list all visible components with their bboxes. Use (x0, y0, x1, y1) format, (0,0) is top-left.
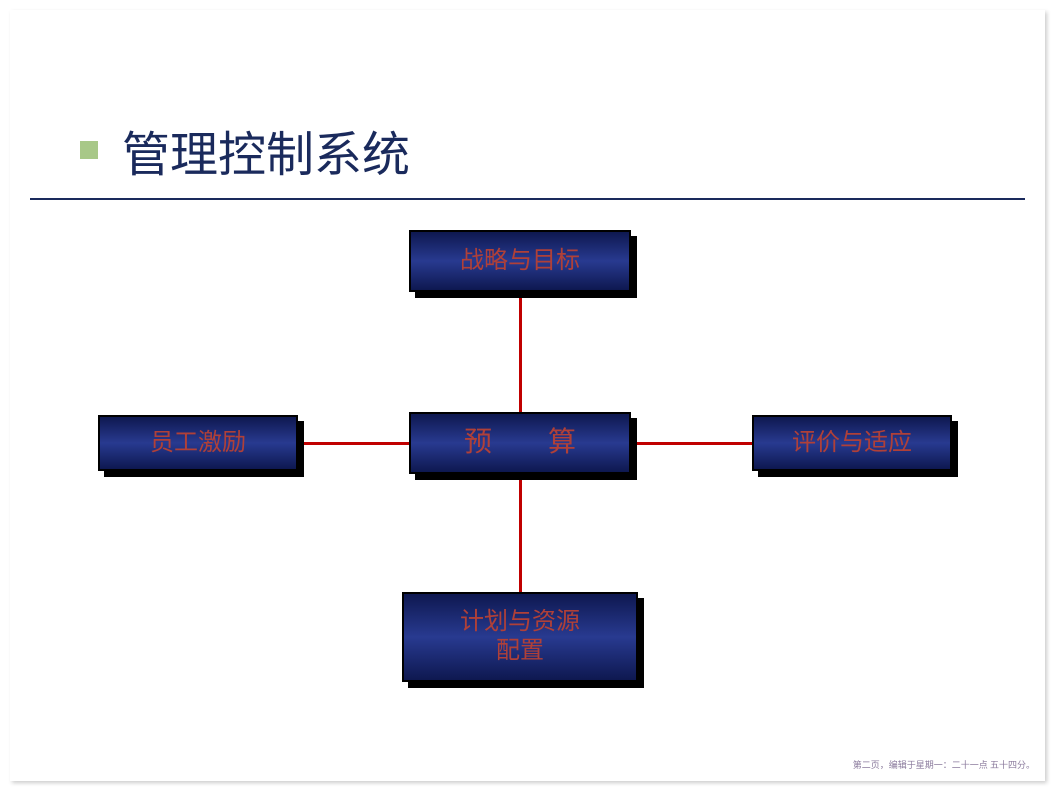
slide-title: 管理控制系统 (122, 115, 410, 185)
node-face: 预 算 (409, 412, 631, 474)
node-label: 评价与适应 (792, 429, 912, 458)
edge-center-bottom (519, 474, 522, 592)
node-face: 计划与资源 配置 (402, 592, 638, 682)
node-evaluate-adapt: 评价与适应 (752, 415, 952, 471)
edge-top-center (519, 292, 522, 412)
node-label: 战略与目标 (460, 247, 580, 276)
node-strategy-goals: 战略与目标 (409, 230, 631, 292)
title-bullet-icon (80, 141, 98, 159)
node-face: 员工激励 (98, 415, 298, 471)
flowchart: 战略与目标 预 算 员工激励 评价与适应 计划与资源 配置 (0, 220, 1055, 740)
node-label: 预 算 (464, 426, 576, 460)
footer-text: 第二页，编辑于星期一：二十一点 五十四分。 (853, 758, 1035, 771)
node-employee-incentive: 员工激励 (98, 415, 298, 471)
node-label: 员工激励 (150, 429, 246, 458)
edge-center-right (631, 442, 752, 445)
title-underline (30, 198, 1025, 200)
edge-left-center (298, 442, 409, 445)
node-plan-resource: 计划与资源 配置 (402, 592, 638, 682)
node-face: 评价与适应 (752, 415, 952, 471)
node-label: 计划与资源 配置 (460, 608, 580, 666)
node-face: 战略与目标 (409, 230, 631, 292)
title-area: 管理控制系统 (80, 115, 410, 185)
node-budget: 预 算 (409, 412, 631, 474)
